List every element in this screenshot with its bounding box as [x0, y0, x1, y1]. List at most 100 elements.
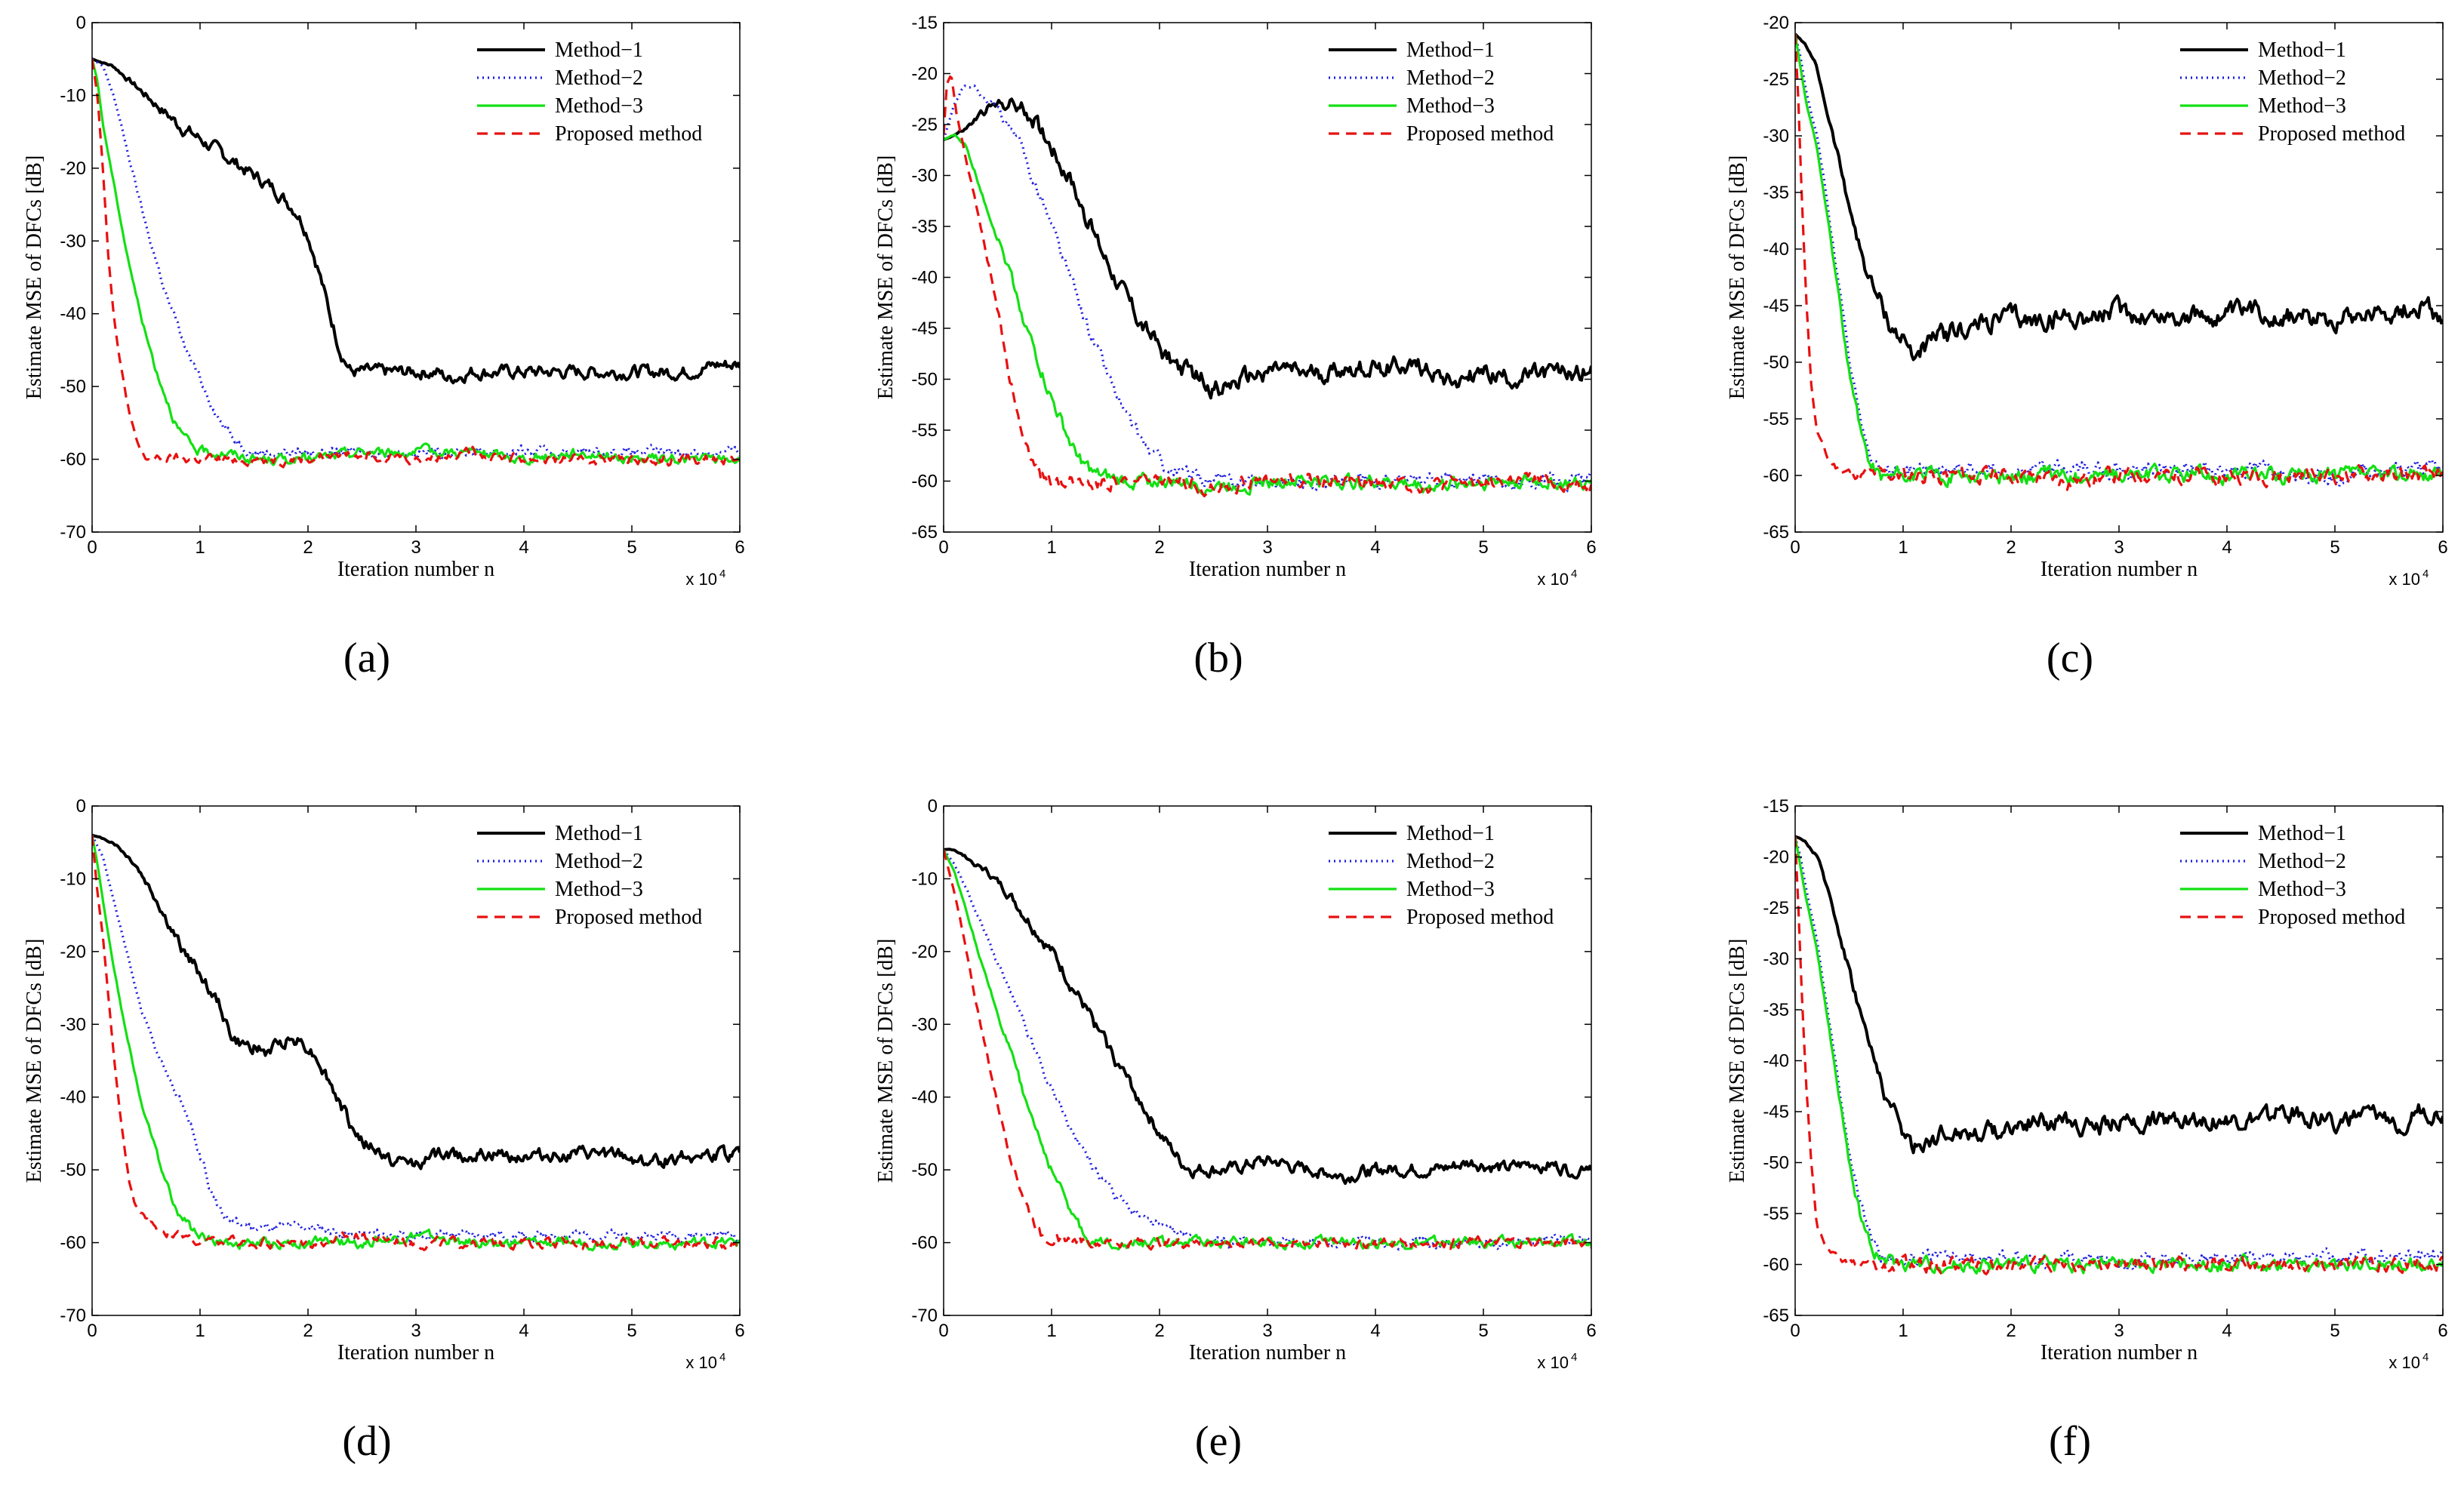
- x-tick-label: 6: [2438, 1321, 2447, 1341]
- series-line-method-1: [1795, 32, 2443, 361]
- y-axis-label: Estimate MSE of DFCs [dB]: [874, 155, 898, 400]
- y-tick-label: -30: [911, 1014, 938, 1035]
- x-tick-label: 4: [2222, 1321, 2231, 1341]
- x-tick-label: 3: [2114, 537, 2124, 558]
- legend-label: Proposed method: [1406, 906, 1554, 929]
- legend-label: Method−3: [555, 878, 643, 901]
- y-tick-label: -15: [911, 13, 938, 33]
- y-tick-label: -60: [1763, 1255, 1789, 1275]
- y-tick-label: -50: [60, 1160, 86, 1180]
- x-multiplier-exponent: 4: [1571, 568, 1577, 580]
- x-multiplier-exponent: 4: [719, 1351, 725, 1364]
- x-tick-label: 6: [1586, 537, 1596, 558]
- y-axis-label: Estimate MSE of DFCs [dB]: [23, 939, 46, 1183]
- y-tick-label: -40: [1763, 239, 1789, 260]
- legend: Method−1 Method−2 Method−3 Proposed method: [2180, 822, 2405, 929]
- y-tick-label: -50: [1763, 1153, 1789, 1174]
- panel-label: (f): [2049, 1418, 2091, 1465]
- x-tick-label: 0: [87, 537, 97, 558]
- x-tick-label: 5: [1478, 1321, 1488, 1341]
- y-tick-label: -60: [1763, 466, 1789, 486]
- legend: Method−1 Method−2 Method−3 Proposed method: [1329, 38, 1554, 146]
- y-tick-label: -70: [60, 1306, 86, 1326]
- series-line-proposed-method: [944, 849, 1591, 1252]
- y-tick-label: -30: [60, 231, 86, 251]
- panel-d: 0-10-20-30-40-50-60-700 1 2 3 4 5 6x 10 4Iterat…: [23, 796, 745, 1465]
- x-axis-label: Iteration number n: [1189, 558, 1346, 581]
- x-tick-label: 2: [303, 537, 313, 558]
- x-tick-label: 6: [735, 537, 744, 558]
- series-line-method-1: [944, 97, 1591, 400]
- y-tick-label: -35: [1763, 183, 1789, 203]
- x-multiplier: x 10: [685, 570, 717, 589]
- y-axis-label: Estimate MSE of DFCs [dB]: [1726, 155, 1749, 400]
- y-tick-label: -20: [60, 942, 86, 962]
- legend-label: Method−3: [2258, 94, 2346, 118]
- y-tick-label: -40: [1763, 1051, 1789, 1072]
- legend-label: Method−2: [555, 66, 643, 90]
- x-tick-label: 4: [1370, 1321, 1380, 1341]
- panel-b: -15 -20 -25 -30 -35 -40 -45 -50 -55 -60 -650 1 2 3 4 5 6…: [874, 13, 1597, 681]
- legend-label: Proposed method: [1406, 122, 1554, 146]
- y-tick-label: -65: [1763, 522, 1789, 543]
- x-tick-label: 4: [1370, 537, 1380, 558]
- legend-label: Method−2: [2258, 66, 2346, 90]
- legend-label: Method−1: [1406, 822, 1495, 845]
- y-tick-label: 0: [928, 796, 938, 817]
- x-tick-label: 1: [1898, 1321, 1908, 1341]
- y-tick-label: -10: [911, 869, 938, 889]
- x-tick-label: 4: [519, 537, 528, 558]
- panel-label: (a): [343, 635, 390, 681]
- panel-c: -20 -25 -30 -35 -40 -45 -50 -55 -60 -650 1 2 3 4 5 6 x 1…: [1726, 13, 2448, 681]
- y-tick-label: -10: [60, 869, 86, 889]
- x-tick-label: 1: [195, 537, 205, 558]
- series-line-proposed-method: [944, 75, 1591, 498]
- legend-label: Proposed method: [2258, 122, 2405, 146]
- legend-label: Proposed method: [555, 122, 702, 146]
- x-tick-label: 0: [1790, 1321, 1800, 1341]
- y-tick-label: -45: [1763, 1102, 1789, 1122]
- y-tick-label: -50: [60, 377, 86, 397]
- y-tick-label: 0: [76, 796, 86, 817]
- y-tick-label: -40: [911, 1087, 938, 1108]
- y-tick-label: -60: [60, 450, 86, 470]
- series-line-method-1: [1795, 835, 2443, 1155]
- legend-label: Proposed method: [2258, 906, 2405, 929]
- panel-label: (e): [1195, 1418, 1242, 1465]
- y-tick-label: -45: [1763, 296, 1789, 316]
- x-tick-label: 6: [735, 1321, 744, 1341]
- y-tick-label: -65: [911, 522, 938, 543]
- x-axis-label: Iteration number n: [337, 1341, 494, 1364]
- x-tick-label: 5: [1478, 537, 1488, 558]
- y-tick-label: -20: [1763, 13, 1789, 33]
- y-tick-label: -20: [60, 158, 86, 179]
- y-tick-label: -30: [1763, 949, 1789, 970]
- x-multiplier-exponent: 4: [2422, 568, 2429, 580]
- panel-f: -15 -20 -25 -30 -35 -40 -45 -50 -55 -60 -650 1 2 3 4 5 6…: [1726, 796, 2448, 1465]
- y-tick-label: -45: [911, 318, 938, 339]
- y-tick-label: -40: [60, 304, 86, 325]
- legend-label: Method−2: [555, 850, 643, 873]
- y-tick-label: -10: [60, 85, 86, 106]
- y-axis-label: Estimate MSE of DFCs [dB]: [1726, 939, 1749, 1183]
- series-line-method-1: [92, 57, 740, 385]
- y-axis-label: Estimate MSE of DFCs [dB]: [874, 939, 898, 1183]
- x-tick-label: 3: [411, 537, 420, 558]
- series-line-method-1: [92, 833, 740, 1171]
- legend: Method−1 Method−2 Method−3 Proposed method: [477, 38, 702, 146]
- x-multiplier-exponent: 4: [2422, 1351, 2429, 1364]
- legend-label: Proposed method: [555, 906, 702, 929]
- y-tick-label: -55: [1763, 409, 1789, 429]
- x-tick-label: 6: [2438, 537, 2447, 558]
- legend-label: Method−3: [1406, 94, 1495, 118]
- x-tick-label: 4: [519, 1321, 528, 1341]
- x-multiplier: x 10: [2389, 1353, 2420, 1372]
- y-tick-label: -60: [911, 472, 938, 492]
- x-tick-label: 2: [1154, 1321, 1164, 1341]
- x-tick-label: 3: [411, 1321, 420, 1341]
- series-line-method-3: [944, 133, 1591, 497]
- y-tick-label: -50: [911, 370, 938, 390]
- legend: Method−1 Method−2 Method−3 Proposed method: [477, 822, 702, 929]
- x-multiplier: x 10: [1537, 570, 1569, 589]
